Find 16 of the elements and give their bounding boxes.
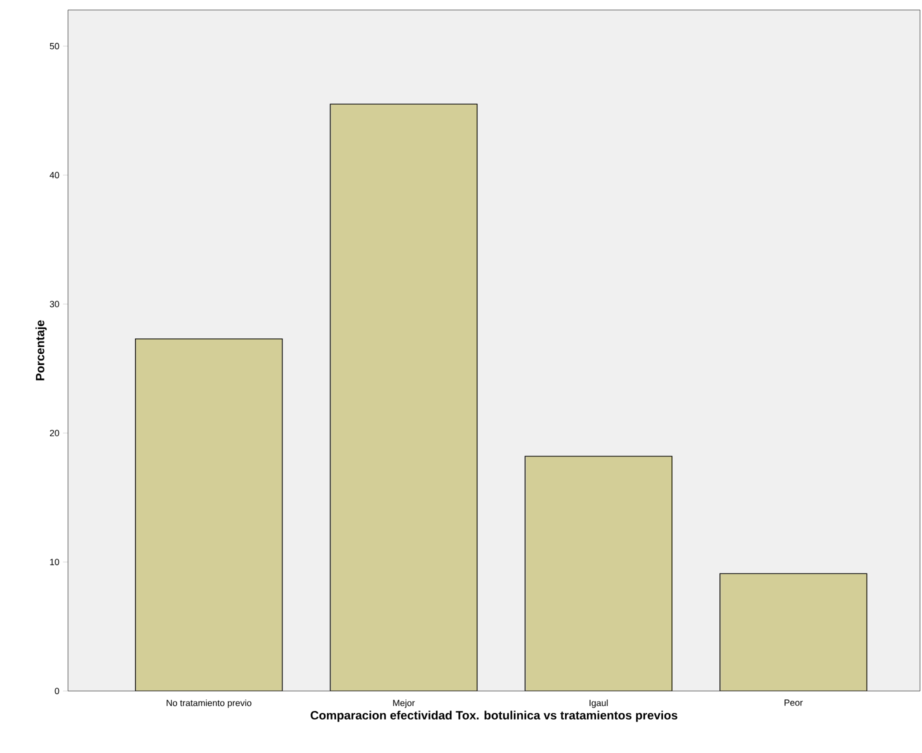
y-tick-label: 40	[50, 172, 60, 178]
x-tick-label: Igaul	[590, 700, 608, 708]
y-tick-label: 20	[50, 430, 60, 436]
x-tick-label: Peor	[784, 700, 803, 706]
bar	[525, 456, 672, 691]
bar	[135, 338, 283, 691]
y-tick-label: 30	[50, 300, 60, 308]
y-tick-label: 10	[50, 558, 60, 566]
y-tick-label: 50	[50, 42, 60, 50]
bar	[330, 104, 478, 691]
y-tick-label: 0	[54, 688, 60, 694]
bar	[720, 573, 868, 691]
x-tick-label: Mejor	[393, 700, 415, 708]
y-axis-title: Porcentaje	[36, 320, 47, 380]
x-axis-title: Comparacion efectividad Tox. botulinica vs tratamientos previos	[310, 710, 678, 722]
x-tick-label: No tratamiento previo	[166, 700, 252, 708]
